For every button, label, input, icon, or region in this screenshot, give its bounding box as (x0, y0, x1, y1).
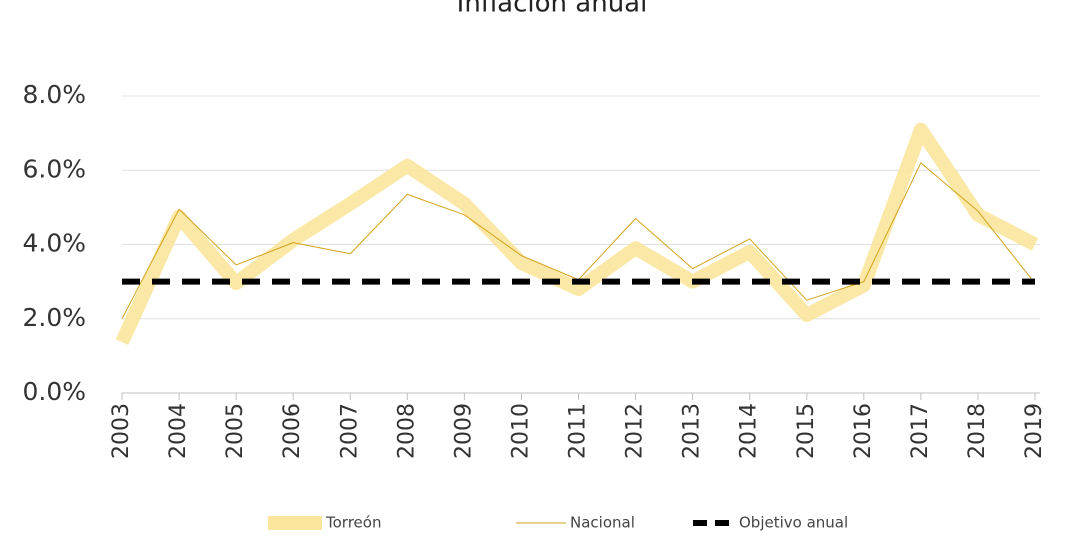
legend-label: Objetivo anual (739, 514, 848, 532)
x-tick-label: 2011 (566, 403, 591, 459)
y-tick-label: 2.0% (22, 303, 86, 332)
x-tick-label: 2014 (737, 403, 762, 459)
y-tick-label: 0.0% (22, 377, 86, 406)
y-tick-label: 8.0% (22, 80, 86, 109)
chart-title: Inflación anual (457, 0, 648, 19)
x-tick-label: 2015 (794, 403, 819, 459)
x-tick-label: 2008 (394, 403, 419, 459)
x-tick-label: 2016 (851, 403, 876, 459)
x-tick-label: 2009 (451, 403, 476, 459)
y-tick-label: 6.0% (22, 154, 86, 183)
x-tick-label: 2007 (337, 403, 362, 459)
x-tick-label: 2010 (508, 403, 533, 459)
x-tick-label: 2003 (109, 403, 134, 459)
y-tick-label: 4.0% (22, 229, 86, 258)
series-line (115, 122, 1039, 346)
x-tick-label: 2017 (908, 403, 933, 459)
x-tick-label: 2019 (1022, 403, 1047, 459)
legend-label: Nacional (570, 514, 635, 532)
x-tick-label: 2006 (280, 403, 305, 459)
x-tick-label: 2018 (965, 403, 990, 459)
x-tick-label: 2013 (680, 403, 705, 459)
legend-label: Torreón (325, 514, 381, 532)
x-tick-label: 2012 (623, 403, 648, 459)
x-tick-label: 2005 (223, 403, 248, 459)
x-tick-label: 2004 (166, 403, 191, 459)
